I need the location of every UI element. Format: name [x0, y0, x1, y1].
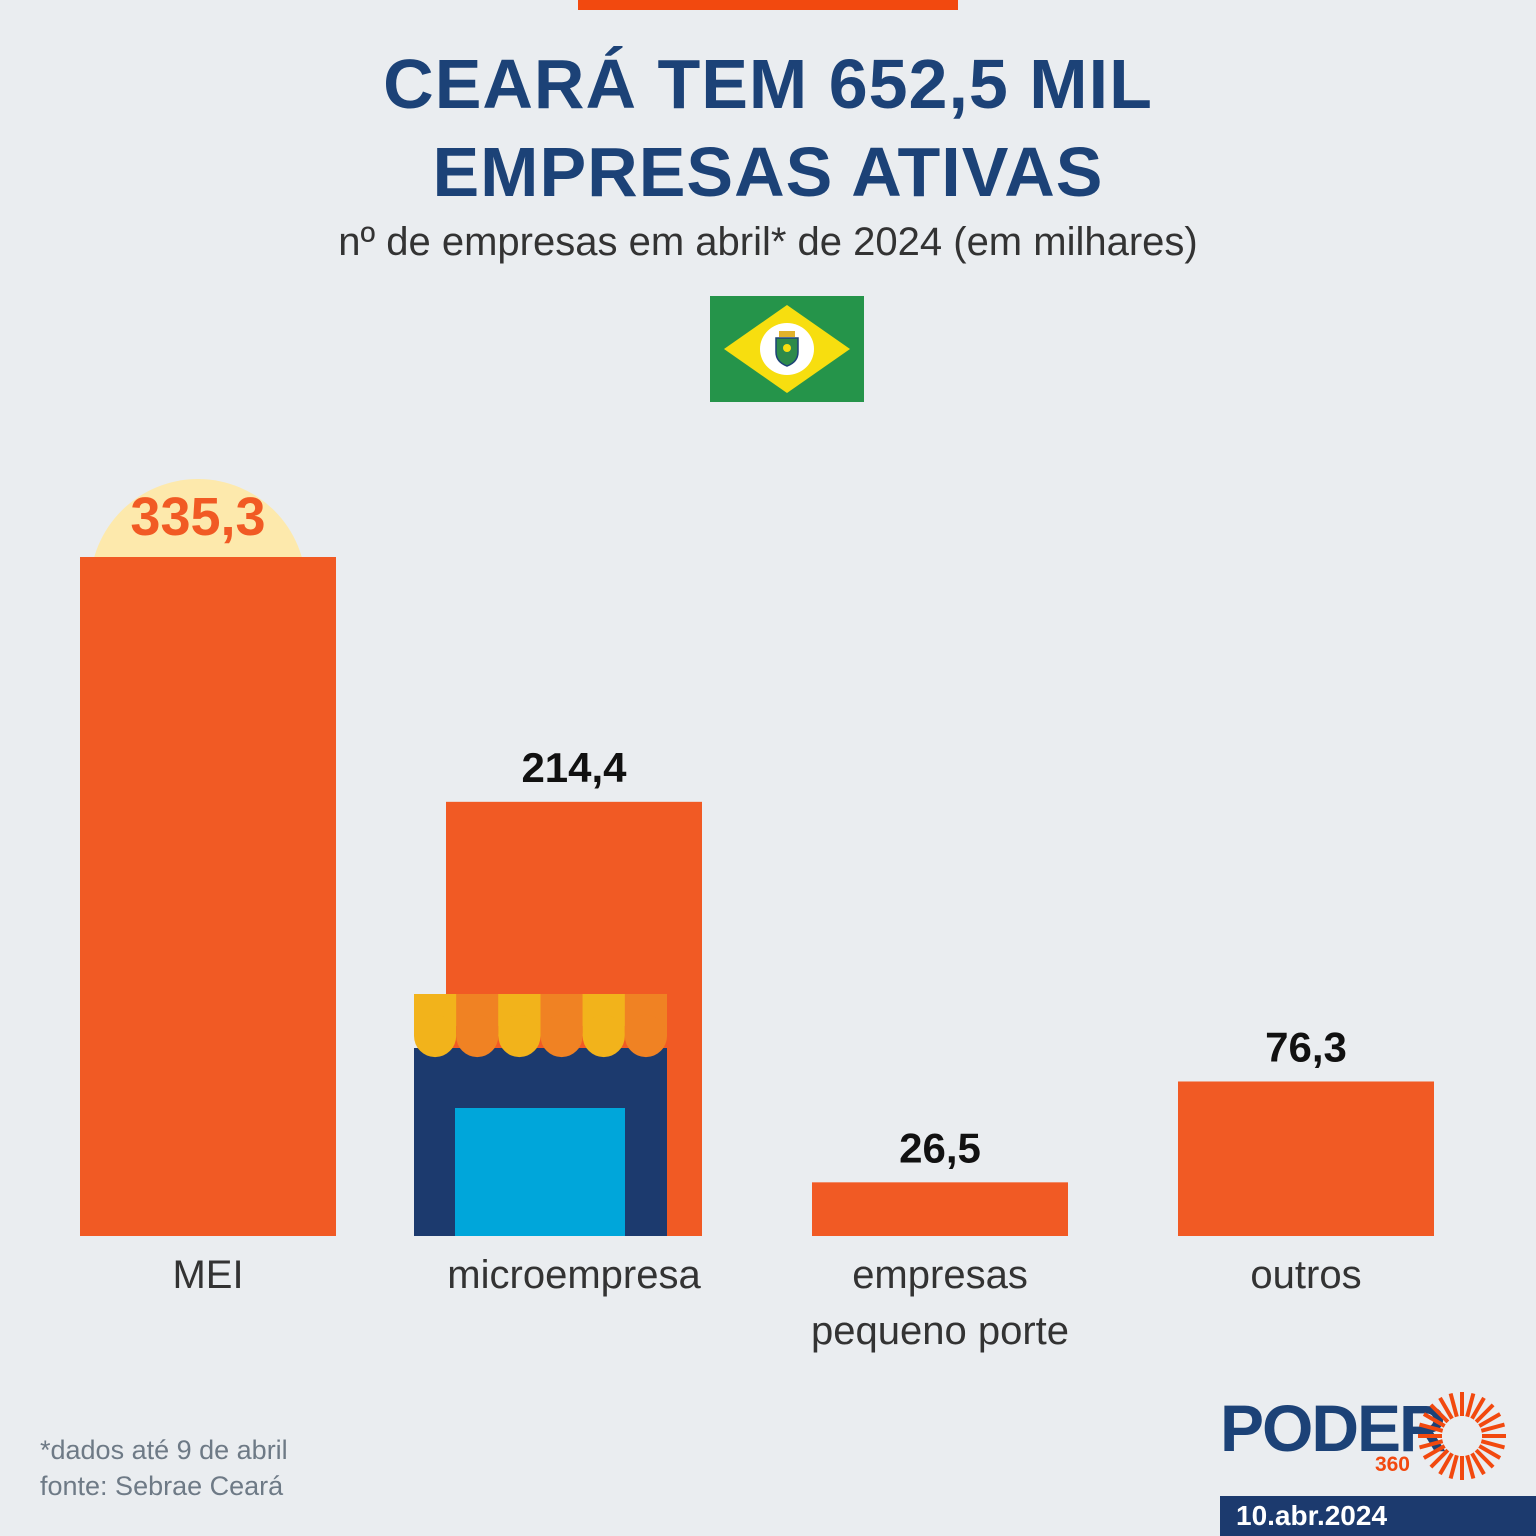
bar-2: [812, 1182, 1068, 1236]
category-label-0: MEI: [172, 1253, 243, 1297]
sun-icon: [1418, 1392, 1506, 1480]
footnote: *dados até 9 de abril fonte: Sebrae Cear…: [40, 1432, 288, 1504]
category-label-1: microempresa: [447, 1253, 701, 1297]
category-label-2-line-1: pequeno porte: [811, 1309, 1069, 1353]
footnote-note: *dados até 9 de abril: [40, 1435, 288, 1465]
value-label-3: 76,3: [1265, 1023, 1347, 1070]
labels-layer: 335,3 MEI 214,4 microempresa 26,5 empresas peq…: [130, 487, 1361, 1353]
bar-3: [1178, 1081, 1434, 1236]
page-title: CEARÁ TEM 652,5 MIL EMPRESAS ATIVAS: [0, 40, 1536, 216]
store-icon: [414, 994, 668, 1236]
logo-wordmark: PODER: [1220, 1391, 1447, 1465]
ceara-flag-icon: [710, 296, 864, 402]
date-badge: 10.abr.2024: [1220, 1496, 1536, 1536]
value-label-1: 214,4: [521, 744, 627, 791]
value-label-2: 26,5: [899, 1124, 981, 1171]
bars-layer: [80, 479, 1434, 1236]
bar-0: [80, 557, 336, 1236]
category-label-3: outros: [1250, 1253, 1361, 1297]
logo-number: 360: [1374, 1453, 1410, 1476]
top-accent-bar: [578, 0, 958, 10]
value-label-0: 335,3: [130, 487, 265, 547]
poder360-logo: PODER 360: [1220, 1390, 1510, 1490]
chart-subtitle: nº de empresas em abril* de 2024 (em mil…: [338, 220, 1198, 264]
category-label-2: empresas: [852, 1253, 1028, 1297]
title-line-2: EMPRESAS ATIVAS: [432, 133, 1104, 211]
title-line-1: CEARÁ TEM 652,5 MIL: [383, 45, 1153, 123]
footnote-source: fonte: Sebrae Ceará: [40, 1471, 284, 1501]
